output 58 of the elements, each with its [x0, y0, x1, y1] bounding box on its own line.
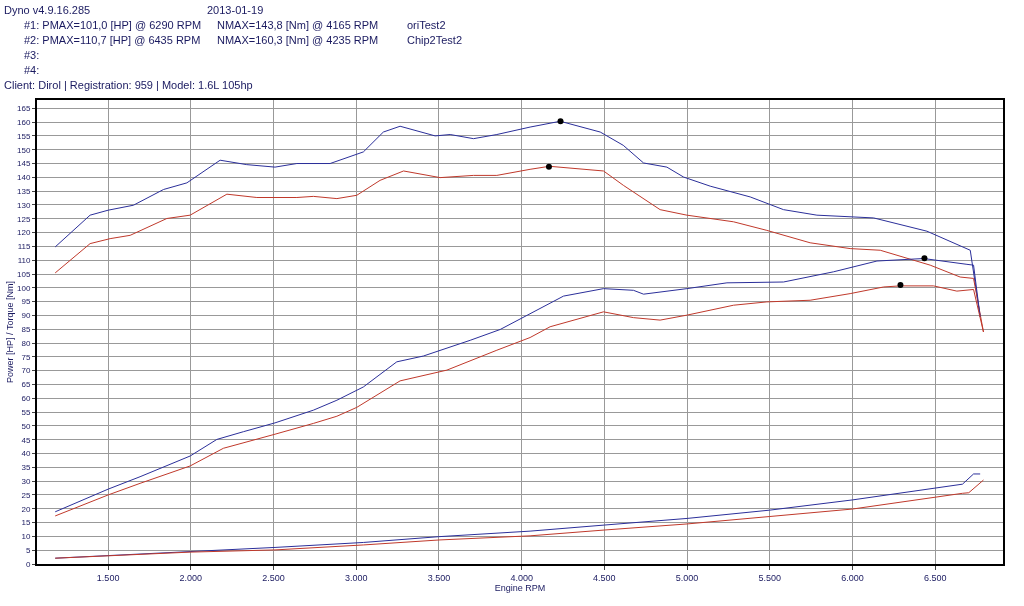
text: oriTest2 [407, 19, 446, 31]
text: NMAX=160,3 [Nm] @ 4235 RPM [217, 34, 379, 46]
y-tick-label: 40 [21, 449, 31, 459]
y-tick-label: 30 [21, 476, 31, 486]
text: Chip2Test2 [407, 34, 463, 46]
y-tick-label: 165 [17, 104, 31, 114]
y-tick-label: 10 [21, 532, 31, 542]
y-tick-label: 120 [17, 228, 31, 238]
text: NMAX=143,8 [Nm] @ 4165 RPM [217, 19, 379, 31]
x-tick-label: 2.000 [179, 572, 203, 583]
y-tick-label: 155 [17, 131, 31, 141]
text: 2013-01-19 [207, 4, 264, 16]
y-tick-label: 100 [17, 283, 31, 293]
y-tick-label: 95 [21, 297, 31, 307]
text: #4: [24, 64, 40, 76]
y-tick-label: 150 [17, 145, 31, 155]
y-tick-label: 160 [17, 117, 31, 127]
x-tick-label: 3.500 [427, 572, 451, 583]
y-tick-label: 5 [25, 545, 31, 555]
y-tick-label: 130 [17, 200, 31, 210]
y-tick-label: 75 [21, 352, 31, 362]
x-tick-label: 2.500 [262, 572, 285, 583]
y-tick-label: 0 [25, 559, 31, 569]
y-tick-label: 25 [21, 490, 31, 500]
text: Client: Dirol | Registration: 959 | Model: 1.6L 105hp [4, 79, 253, 91]
y-tick-label: 50 [21, 421, 31, 431]
y-tick-label: 105 [17, 269, 31, 279]
x-tick-label: 4.500 [593, 572, 616, 583]
y-tick-label: 85 [21, 325, 31, 335]
x-axis-title: Engine RPM [494, 582, 546, 593]
text: Dyno v4.9.16.285 [4, 4, 91, 16]
y-tick-label: 115 [17, 242, 31, 252]
y-tick-label: 80 [21, 338, 31, 348]
x-tick-label: 5.500 [758, 572, 782, 583]
text: #3: [24, 49, 40, 61]
x-tick-label: 3.000 [344, 572, 368, 583]
y-tick-label: 60 [21, 394, 31, 404]
x-tick-label: 6.000 [841, 572, 864, 583]
y-tick-label: 90 [21, 311, 31, 321]
y-tick-label: 125 [17, 214, 31, 224]
y-tick-label: 140 [17, 173, 31, 183]
y-tick-label: 70 [21, 366, 31, 376]
y-axis-title: Power [HP] / Torque [Nm] [4, 281, 15, 383]
y-tick-label: 35 [21, 463, 31, 473]
y-tick-label: 55 [21, 407, 31, 417]
text: #2: PMAX=110,7 [HP] @ 6435 RPM [24, 34, 201, 46]
y-tick-label: 110 [17, 255, 31, 265]
y-tick-label: 20 [21, 504, 31, 514]
x-tick-label: 6.500 [923, 572, 947, 583]
y-tick-label: 135 [17, 186, 31, 196]
x-tick-label: 1.500 [96, 572, 120, 583]
y-tick-label: 15 [21, 518, 31, 528]
y-tick-label: 145 [17, 159, 31, 169]
text: #1: PMAX=101,0 [HP] @ 6290 RPM [24, 19, 202, 31]
x-tick-label: 5.000 [675, 572, 699, 583]
y-tick-label: 45 [21, 435, 31, 445]
y-tick-label: 65 [21, 380, 31, 390]
x-tick-label: 4.000 [510, 572, 533, 583]
